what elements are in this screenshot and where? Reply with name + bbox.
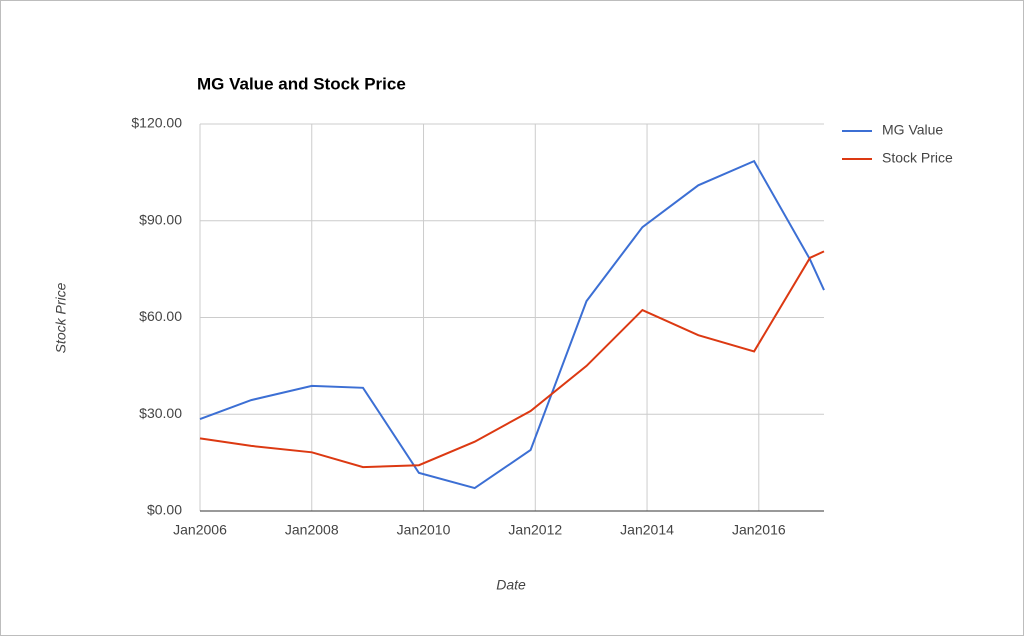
y-tick-label: $90.00	[139, 211, 182, 227]
chart-title: MG Value and Stock Price	[197, 74, 406, 93]
x-tick-label: Jan2010	[397, 522, 451, 538]
legend-label: Stock Price	[882, 150, 953, 166]
x-axis-title: Date	[496, 577, 526, 593]
legend-label: MG Value	[882, 122, 943, 138]
series-line	[199, 159, 825, 490]
y-axis-title: Stock Price	[53, 282, 69, 353]
y-tick-label: $120.00	[131, 115, 182, 131]
x-tick-label: Jan2006	[173, 522, 227, 538]
y-tick-label: $0.00	[147, 502, 182, 518]
y-tick-label: $60.00	[139, 308, 182, 324]
x-tick-label: Jan2008	[285, 522, 339, 538]
series-line	[199, 250, 825, 469]
y-tick-label: $30.00	[139, 405, 182, 421]
x-tick-label: Jan2012	[508, 522, 562, 538]
x-tick-label: Jan2016	[732, 522, 786, 538]
x-tick-label: Jan2014	[620, 522, 674, 538]
